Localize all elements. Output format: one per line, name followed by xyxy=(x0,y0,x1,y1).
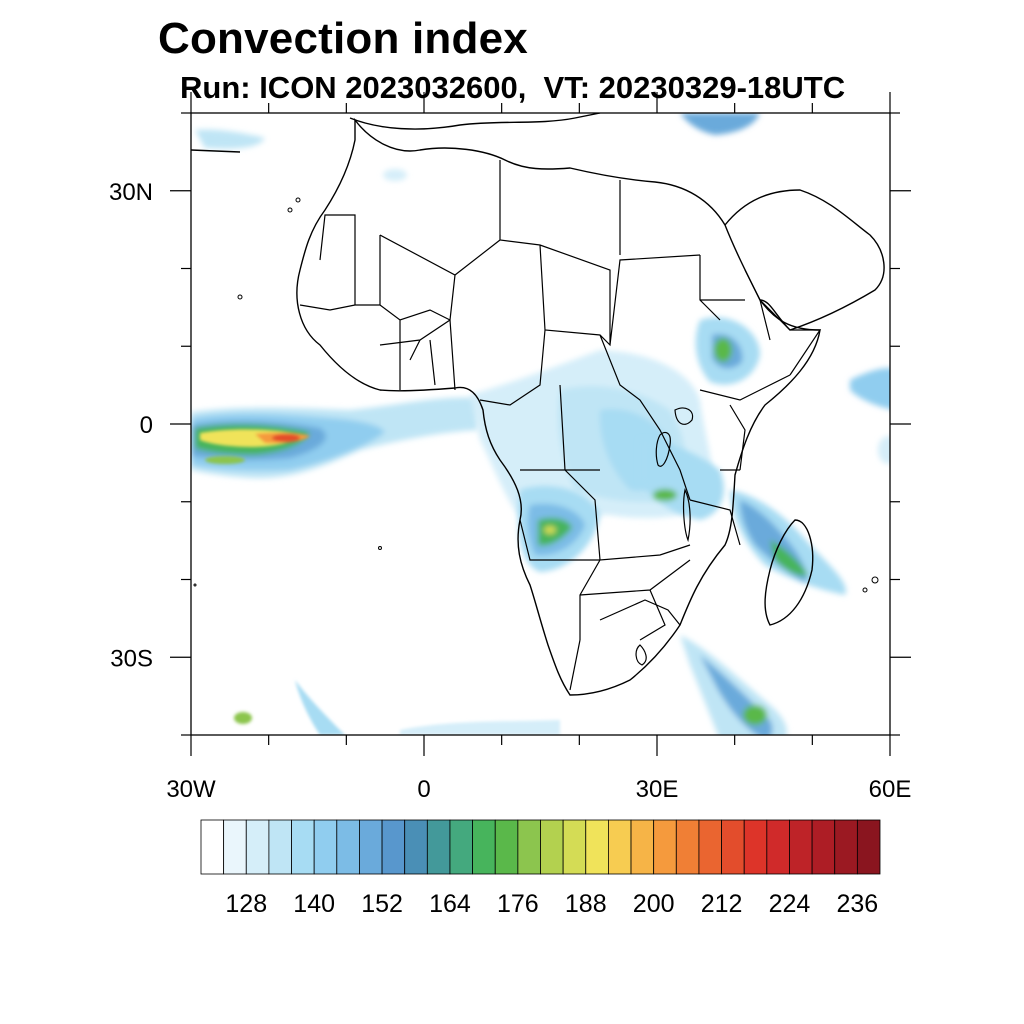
colorbar-swatch xyxy=(540,819,564,875)
longitude-labels: 30W 0 30E 60E xyxy=(166,776,911,803)
lon-label: 0 xyxy=(417,776,430,803)
colorbar-swatch xyxy=(472,819,496,875)
convection-field xyxy=(191,113,890,735)
lakes xyxy=(655,407,694,543)
colorbar-swatch xyxy=(585,819,609,875)
axis-ticks xyxy=(170,92,911,756)
colorbar-swatch xyxy=(381,819,406,875)
map-plot-area xyxy=(191,113,890,735)
colorbar-swatch xyxy=(404,819,428,875)
colorbar-label: 212 xyxy=(701,890,743,918)
colorbar-swatch xyxy=(766,819,790,875)
colorbar-label: 224 xyxy=(769,890,811,918)
convection-ethiopia xyxy=(695,317,760,385)
colorbar-swatch xyxy=(359,819,383,875)
colorbar-swatch xyxy=(630,819,655,875)
lat-label: 30S xyxy=(110,645,153,672)
convection-angola xyxy=(518,486,600,572)
colorbar-label: 236 xyxy=(837,890,879,918)
islands xyxy=(193,197,879,593)
colorbar-swatch xyxy=(336,819,360,875)
colorbar-label: 152 xyxy=(361,890,403,918)
colorbar-swatch xyxy=(200,819,225,875)
colorbar-swatch xyxy=(721,819,745,875)
colorbar-swatch xyxy=(517,819,541,875)
colorbar-swatch xyxy=(426,819,451,875)
colorbar-swatch xyxy=(653,819,677,875)
convection-southwest xyxy=(234,680,560,735)
colorbar-swatch xyxy=(789,819,813,875)
colorbar-swatch xyxy=(291,819,315,875)
convection-east-africa xyxy=(640,440,724,520)
mediterranean-coast xyxy=(191,113,601,153)
colorbar-swatch xyxy=(562,819,587,875)
colorbar-swatch xyxy=(811,819,836,875)
coastlines-and-borders xyxy=(191,113,885,696)
lat-label: 30N xyxy=(109,179,153,206)
colorbar-label: 164 xyxy=(429,890,471,918)
lat-label: 0 xyxy=(140,412,153,439)
colorbar-swatch xyxy=(743,819,768,875)
madagascar xyxy=(764,519,814,626)
colorbar-swatch xyxy=(313,819,338,875)
colorbar-swatch xyxy=(834,819,858,875)
lon-label: 30E xyxy=(636,776,679,803)
colorbar-label: 176 xyxy=(497,890,539,918)
chart-subtitle: Run: ICON 2023032600, VT: 20230329-18UTC xyxy=(180,70,846,105)
colorbar-swatch xyxy=(494,819,519,875)
lon-label: 60E xyxy=(869,776,912,803)
colorbar-label: 188 xyxy=(565,890,607,918)
southern-africa-borders xyxy=(569,599,681,691)
africa-coastline xyxy=(296,117,821,696)
lon-label: 30W xyxy=(166,776,216,803)
convection-southeast-band xyxy=(680,635,787,735)
colorbar-swatch xyxy=(223,819,247,875)
colorbar-swatch xyxy=(856,819,881,875)
convection-atlantic-core xyxy=(200,429,310,464)
west-africa-borders xyxy=(299,214,456,391)
convection-madagascar xyxy=(730,490,846,595)
colorbar-label: 200 xyxy=(633,890,675,918)
colorbar-label: 140 xyxy=(293,890,335,918)
colorbar-swatch xyxy=(245,819,270,875)
colorbar: 128 140 152 164 176 188 200 212 224 236 xyxy=(200,819,881,918)
horn-of-africa xyxy=(699,255,822,376)
colorbar-swatch xyxy=(449,819,474,875)
convection-north xyxy=(195,113,760,181)
chart-title: Convection index xyxy=(158,14,528,63)
colorbar-swatch xyxy=(268,819,292,875)
colorbar-label: 128 xyxy=(225,890,267,918)
colorbar-swatch xyxy=(698,819,722,875)
colorbar-swatch xyxy=(608,819,632,875)
convection-indian-ocean xyxy=(850,368,890,464)
colorbar-swatch xyxy=(675,819,700,875)
country-borders xyxy=(379,160,791,641)
latitude-labels: 30N 0 30S xyxy=(109,179,153,673)
